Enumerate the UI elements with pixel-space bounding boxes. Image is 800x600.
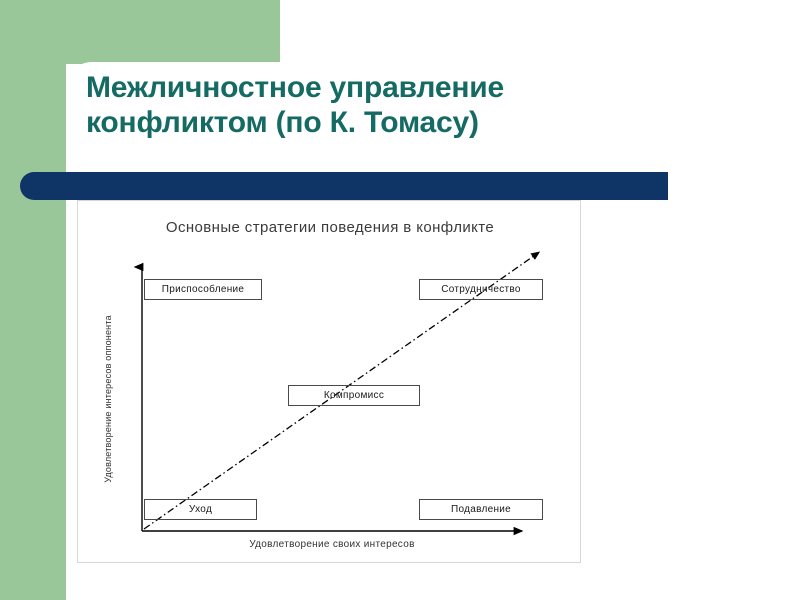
strategy-box-suppression: Подавление bbox=[419, 499, 543, 520]
white-title-panel bbox=[66, 62, 800, 182]
y-axis-label: Удовлетворение интересов оппонента bbox=[103, 315, 113, 483]
page-title-line-1: Межличностное управление bbox=[86, 71, 505, 104]
chart-panel: Основные стратегии поведения в конфликте bbox=[77, 200, 581, 563]
green-header-block bbox=[0, 0, 280, 64]
navy-divider-bar bbox=[20, 172, 668, 200]
chart-title: Основные стратегии поведения в конфликте bbox=[165, 219, 495, 236]
strategy-box-cooperation: Сотрудничество bbox=[419, 279, 543, 300]
strategy-box-avoidance: Уход bbox=[144, 499, 257, 520]
x-axis-label: Удовлетворение своих интересов bbox=[249, 539, 415, 550]
strategy-box-compromise: Компромисс bbox=[288, 385, 420, 406]
chart-plot-area bbox=[78, 201, 582, 564]
page-title: Межличностное управление конфликтом (по … bbox=[86, 70, 726, 140]
strategy-box-accommodation: Приспособление bbox=[144, 279, 262, 300]
page-title-line-2: конфликтом (по К. Томасу) bbox=[86, 106, 479, 140]
green-side-band bbox=[0, 0, 66, 600]
